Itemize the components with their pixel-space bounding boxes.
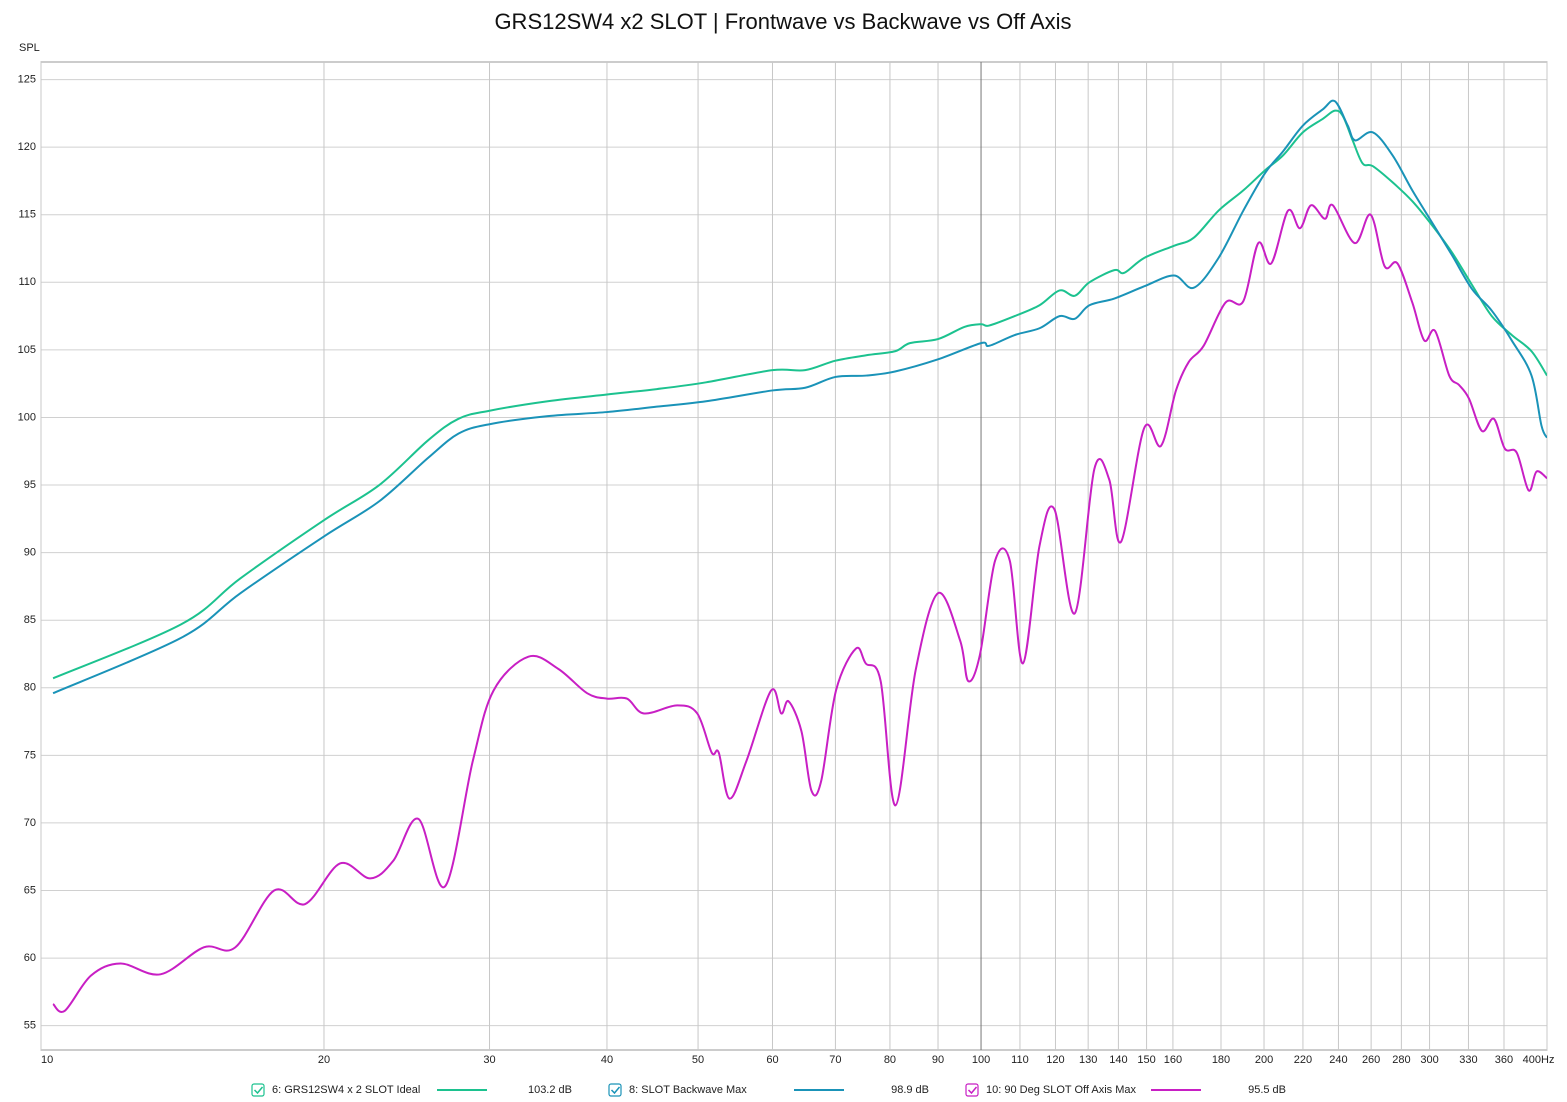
y-tick-label: 95 (24, 479, 36, 491)
x-tick-label: 180 (1212, 1054, 1230, 1066)
x-unit-label: Hz (1541, 1054, 1554, 1066)
y-tick-label: 100 (18, 411, 36, 423)
legend-check (610, 1086, 621, 1095)
x-tick-label: 100 (972, 1054, 990, 1066)
x-tick-label: 20 (318, 1054, 330, 1066)
y-tick-label: 90 (24, 547, 36, 559)
y-tick-label: 55 (24, 1020, 36, 1032)
legend-readout: 95.5 dB (1248, 1084, 1286, 1096)
legend-checkbox (251, 1083, 265, 1097)
y-tick-label: 70 (24, 817, 36, 829)
legend-readout: 98.9 dB (891, 1084, 929, 1096)
x-tick-label: 40 (601, 1054, 613, 1066)
legend-item: 8: SLOT Backwave Max 98.9 dB (608, 1083, 929, 1097)
y-tick-label: 105 (18, 344, 36, 356)
x-tick-label: 330 (1459, 1054, 1477, 1066)
x-tick-label: 90 (932, 1054, 944, 1066)
y-tick-label: 60 (24, 952, 36, 964)
legend-checkbox (608, 1083, 622, 1097)
x-tick-label: 120 (1046, 1054, 1064, 1066)
legend-readout: 103.2 dB (528, 1084, 572, 1096)
x-tick-label: 50 (692, 1054, 704, 1066)
plot-area (40, 61, 1548, 1051)
y-tick-label: 65 (24, 884, 36, 896)
chart-title: GRS12SW4 x2 SLOT | Frontwave vs Backwave… (494, 9, 1071, 34)
x-tick-label: 80 (884, 1054, 896, 1066)
x-tick-label: 70 (829, 1054, 841, 1066)
y-tick-label: 110 (18, 276, 36, 288)
x-tick-label: 110 (1011, 1054, 1029, 1066)
y-tick-label: 120 (18, 141, 36, 153)
legend-label: 6: GRS12SW4 x 2 SLOT Ideal (272, 1084, 420, 1096)
y-axis-label: SPL (19, 42, 40, 54)
y-tick-label: 75 (24, 749, 36, 761)
legend-item: 10: 90 Deg SLOT Off Axis Max 95.5 dB (965, 1083, 1286, 1097)
x-tick-label: 300 (1420, 1054, 1438, 1066)
y-tick-label: 115 (18, 209, 36, 221)
x-tick-label: 240 (1329, 1054, 1347, 1066)
legend-check (253, 1086, 264, 1095)
x-tick-label: 200 (1255, 1054, 1273, 1066)
series-line (52, 99, 1547, 695)
x-tick-label: 220 (1294, 1054, 1312, 1066)
legend-checkbox (965, 1083, 979, 1097)
legend-item: 6: GRS12SW4 x 2 SLOT Ideal 103.2 dB (251, 1083, 572, 1097)
x-tick-label: 130 (1079, 1054, 1097, 1066)
x-tick-label: 260 (1362, 1054, 1380, 1066)
x-tick-label: 140 (1109, 1054, 1127, 1066)
series-line (52, 203, 1547, 1013)
series-line (52, 109, 1547, 680)
x-tick-label: 400 (1523, 1054, 1541, 1066)
x-tick-label: 360 (1495, 1054, 1513, 1066)
legend-label: 10: 90 Deg SLOT Off Axis Max (986, 1084, 1136, 1096)
x-tick-label: 150 (1137, 1054, 1155, 1066)
y-tick-label: 85 (24, 614, 36, 626)
x-tick-label: 280 (1392, 1054, 1410, 1066)
x-tick-label: 60 (766, 1054, 778, 1066)
x-tick-label: 160 (1164, 1054, 1182, 1066)
y-tick-label: 80 (24, 682, 36, 694)
x-tick-label: 10 (41, 1054, 53, 1066)
x-tick-label: 30 (483, 1054, 495, 1066)
legend-label: 8: SLOT Backwave Max (629, 1084, 747, 1096)
legend-check (967, 1086, 978, 1095)
y-tick-label: 125 (18, 73, 36, 85)
